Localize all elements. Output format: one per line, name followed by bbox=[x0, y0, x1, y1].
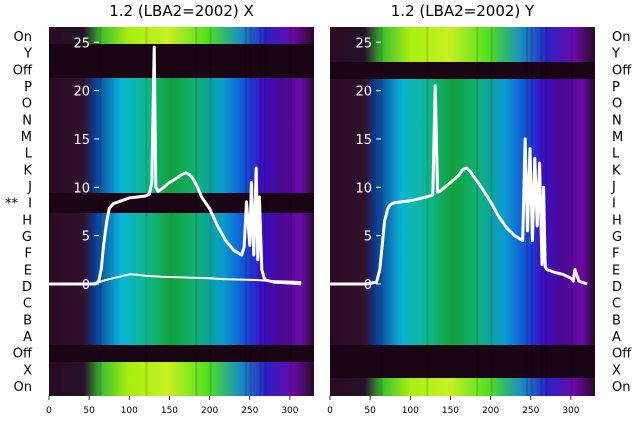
channel-streak bbox=[570, 27, 573, 396]
channel-streak bbox=[145, 27, 148, 396]
row-label: B bbox=[23, 313, 32, 328]
heatmap-band bbox=[330, 378, 595, 396]
channel-streak bbox=[545, 27, 548, 396]
x-tick-label: 0 bbox=[46, 406, 52, 416]
heatmap-band bbox=[330, 27, 595, 62]
row-label: L bbox=[612, 147, 620, 162]
series-line bbox=[49, 273, 302, 285]
channel-streak bbox=[426, 27, 429, 396]
row-label: A bbox=[612, 330, 621, 345]
heatmap-band bbox=[49, 362, 314, 396]
x-tick-label: 100 bbox=[121, 406, 138, 416]
y-tick-label: 10 bbox=[73, 181, 90, 196]
row-label: F bbox=[612, 247, 619, 262]
channel-streak bbox=[195, 27, 198, 396]
row-label: H bbox=[612, 213, 622, 228]
row-label: X bbox=[612, 363, 621, 378]
panel-title: 1.2 (LBA2=2002) Y bbox=[391, 2, 535, 20]
row-label: K bbox=[612, 163, 621, 178]
row-label: L bbox=[25, 147, 33, 162]
row-label: Off bbox=[13, 63, 33, 78]
heatmap-band bbox=[49, 345, 314, 362]
row-label: Y bbox=[611, 47, 620, 62]
row-label: C bbox=[23, 297, 32, 312]
row-label: F bbox=[25, 247, 32, 262]
x-tick-label: 300 bbox=[562, 406, 579, 416]
row-label: B bbox=[612, 313, 621, 328]
x-tick-label: 200 bbox=[482, 406, 499, 416]
y-tick-label: 10 bbox=[355, 181, 372, 196]
y-tick-label: 25 bbox=[355, 36, 372, 51]
row-label: J bbox=[27, 180, 32, 195]
row-label: C bbox=[612, 297, 621, 312]
row-label: E bbox=[24, 263, 32, 278]
heatmap-band bbox=[330, 79, 595, 345]
row-label: I bbox=[28, 197, 32, 212]
row-label: Off bbox=[13, 347, 33, 362]
x-tick-label: 250 bbox=[241, 406, 258, 416]
y-tick-label: 20 bbox=[355, 85, 372, 100]
panel-title: 1.2 (LBA2=2002) X bbox=[109, 2, 254, 20]
row-label: Off bbox=[612, 347, 632, 362]
row-label: O bbox=[22, 97, 32, 112]
series-line bbox=[49, 45, 302, 286]
heatmap-band bbox=[49, 27, 314, 44]
right-panel: 1.2 (LBA2=2002) YOnYOffPONMLKJIHGFEDCBAO… bbox=[327, 2, 632, 416]
y-tick-label: 20 bbox=[73, 85, 90, 100]
row-label: N bbox=[612, 113, 622, 128]
channel-streak bbox=[99, 27, 102, 396]
heatmap-band bbox=[49, 213, 314, 345]
row-label: I bbox=[612, 197, 616, 212]
row-label: E bbox=[612, 263, 620, 278]
row-label: J bbox=[611, 180, 616, 195]
y-tick-label: 15 bbox=[355, 133, 372, 148]
x-tick-label: 300 bbox=[281, 406, 298, 416]
row-label: M bbox=[21, 130, 32, 145]
heatmap-band bbox=[49, 44, 314, 78]
row-label: G bbox=[612, 230, 622, 245]
channel-streak bbox=[490, 27, 493, 396]
x-tick-label: 50 bbox=[364, 406, 376, 416]
x-tick-label: 150 bbox=[442, 406, 459, 416]
channel-streak bbox=[289, 27, 292, 396]
row-label: Y bbox=[23, 47, 32, 62]
row-label: A bbox=[23, 330, 32, 345]
row-annotation: ** bbox=[5, 197, 19, 212]
channel-streak bbox=[264, 27, 267, 396]
row-label: G bbox=[22, 230, 32, 245]
channel-streak bbox=[380, 27, 383, 396]
x-tick-label: 100 bbox=[402, 406, 419, 416]
channel-streak bbox=[476, 27, 479, 396]
y-tick-label: 25 bbox=[73, 36, 90, 51]
heatmap-band bbox=[330, 62, 595, 79]
row-label: O bbox=[612, 97, 622, 112]
row-label: M bbox=[612, 130, 623, 145]
x-tick-label: 150 bbox=[161, 406, 178, 416]
x-tick-label: 200 bbox=[201, 406, 218, 416]
row-label: N bbox=[22, 113, 32, 128]
row-label: Off bbox=[612, 63, 632, 78]
y-tick-label: 5 bbox=[82, 230, 90, 245]
y-tick-label: 15 bbox=[73, 133, 90, 148]
row-label: On bbox=[14, 380, 32, 395]
row-label: K bbox=[23, 163, 32, 178]
y-tick-label: 5 bbox=[364, 230, 372, 245]
row-label: On bbox=[612, 380, 630, 395]
row-label: On bbox=[14, 30, 32, 45]
row-label: D bbox=[612, 280, 622, 295]
x-tick-label: 50 bbox=[83, 406, 95, 416]
row-label: P bbox=[612, 80, 620, 95]
left-panel: 1.2 (LBA2=2002) XOnYOffPONMLKJI**HGFEDCB… bbox=[5, 2, 314, 416]
heatmap-band bbox=[330, 345, 595, 378]
x-tick-label: 0 bbox=[327, 406, 333, 416]
row-label: H bbox=[22, 213, 32, 228]
row-label: On bbox=[612, 30, 630, 45]
row-label: X bbox=[23, 363, 32, 378]
y-tick-label: 0 bbox=[364, 278, 372, 293]
series-line bbox=[330, 84, 588, 286]
row-label: D bbox=[22, 280, 32, 295]
x-tick-label: 250 bbox=[522, 406, 539, 416]
row-label: P bbox=[24, 80, 32, 95]
